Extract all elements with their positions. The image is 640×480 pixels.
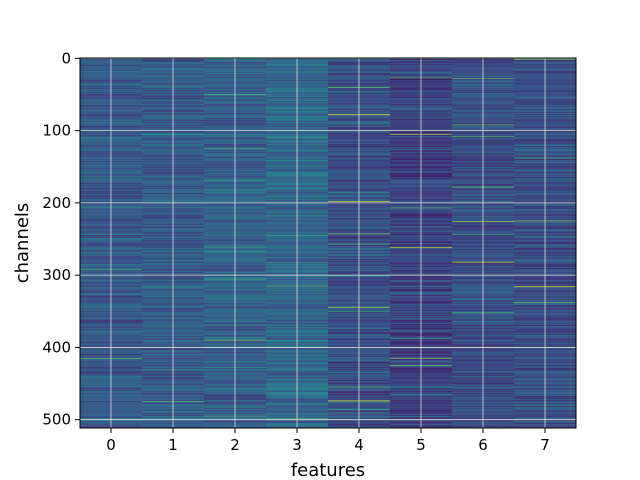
grid-lines [80,57,576,428]
x-axis: 0 1 2 3 4 5 6 7 [106,428,550,454]
x-tick-label: 6 [478,436,488,454]
y-tick-label: 200 [42,194,71,212]
x-tick-label: 4 [354,436,364,454]
x-tick-label: 3 [292,436,302,454]
y-tick-label: 0 [61,49,71,67]
plot-frame [79,57,577,429]
x-tick-label: 0 [106,436,116,454]
y-tick-label: 100 [42,122,71,140]
x-tick-label: 7 [540,436,550,454]
x-tick-label: 1 [168,436,178,454]
y-axis-label: channels [12,203,33,284]
y-tick-label: 500 [42,411,71,429]
y-axis: 0 100 200 300 400 500 [42,49,80,429]
x-tick-label: 5 [416,436,426,454]
y-tick-label: 300 [42,266,71,284]
x-axis-label: features [291,460,365,480]
x-tick-label: 2 [230,436,240,454]
y-tick-label: 400 [42,338,71,356]
heatmap-cells [80,58,576,428]
